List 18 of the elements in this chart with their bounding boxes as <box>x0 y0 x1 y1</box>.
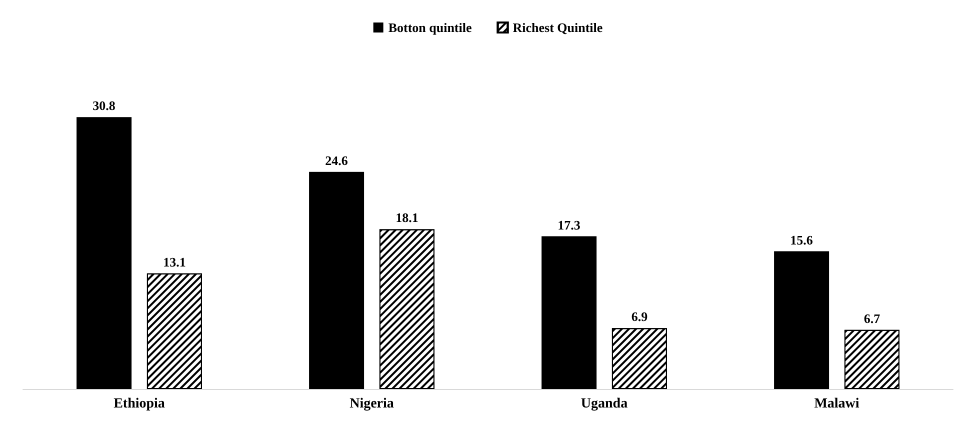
x-tick-label: Malawi <box>814 396 860 412</box>
bar <box>774 251 830 389</box>
legend-label: Botton quintile <box>388 20 472 35</box>
legend-label: Richest Quintile <box>512 20 603 35</box>
bar <box>542 236 597 389</box>
data-label: 17.3 <box>558 217 581 232</box>
data-label: 18.1 <box>396 210 418 226</box>
bar <box>76 117 132 389</box>
data-label: 15.6 <box>790 232 814 248</box>
data-label: 6.7 <box>864 310 881 326</box>
data-label: 13.1 <box>163 254 186 270</box>
data-label: 6.9 <box>631 309 648 324</box>
x-tick-label: Nigeria <box>350 396 394 412</box>
data-label: 24.6 <box>325 152 348 168</box>
bar <box>309 172 364 389</box>
data-label: 30.8 <box>92 98 116 114</box>
x-tick-label: Ethiopia <box>114 396 165 412</box>
x-tick-label: Uganda <box>580 396 628 412</box>
